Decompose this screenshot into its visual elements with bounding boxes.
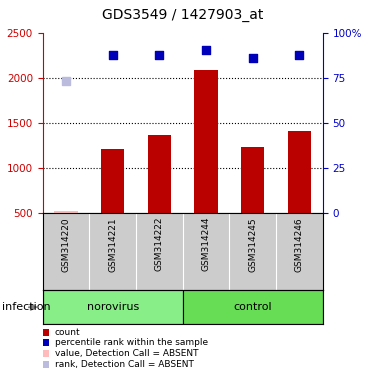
Point xyxy=(157,52,162,58)
Text: control: control xyxy=(233,302,272,312)
Text: GSM314244: GSM314244 xyxy=(201,217,211,271)
Text: GSM314221: GSM314221 xyxy=(108,217,117,271)
Bar xyxy=(148,135,171,213)
Bar xyxy=(54,211,78,213)
Text: GSM314220: GSM314220 xyxy=(62,217,70,271)
Bar xyxy=(194,70,218,213)
Text: GDS3549 / 1427903_at: GDS3549 / 1427903_at xyxy=(102,8,263,22)
Text: GSM314246: GSM314246 xyxy=(295,217,304,271)
Point xyxy=(110,52,116,58)
Point xyxy=(296,52,302,58)
Point xyxy=(203,47,209,53)
Text: GSM314222: GSM314222 xyxy=(155,217,164,271)
Text: rank, Detection Call = ABSENT: rank, Detection Call = ABSENT xyxy=(55,360,194,369)
Bar xyxy=(183,290,323,324)
Bar xyxy=(101,149,124,213)
Text: value, Detection Call = ABSENT: value, Detection Call = ABSENT xyxy=(55,349,198,358)
Text: count: count xyxy=(55,328,81,337)
Text: infection: infection xyxy=(2,302,50,312)
Point xyxy=(63,78,69,84)
Bar xyxy=(241,147,265,213)
Text: norovirus: norovirus xyxy=(86,302,139,312)
Bar xyxy=(288,131,311,213)
Text: GSM314245: GSM314245 xyxy=(248,217,257,271)
Bar xyxy=(43,290,183,324)
Text: percentile rank within the sample: percentile rank within the sample xyxy=(55,338,208,348)
Point xyxy=(250,55,256,61)
